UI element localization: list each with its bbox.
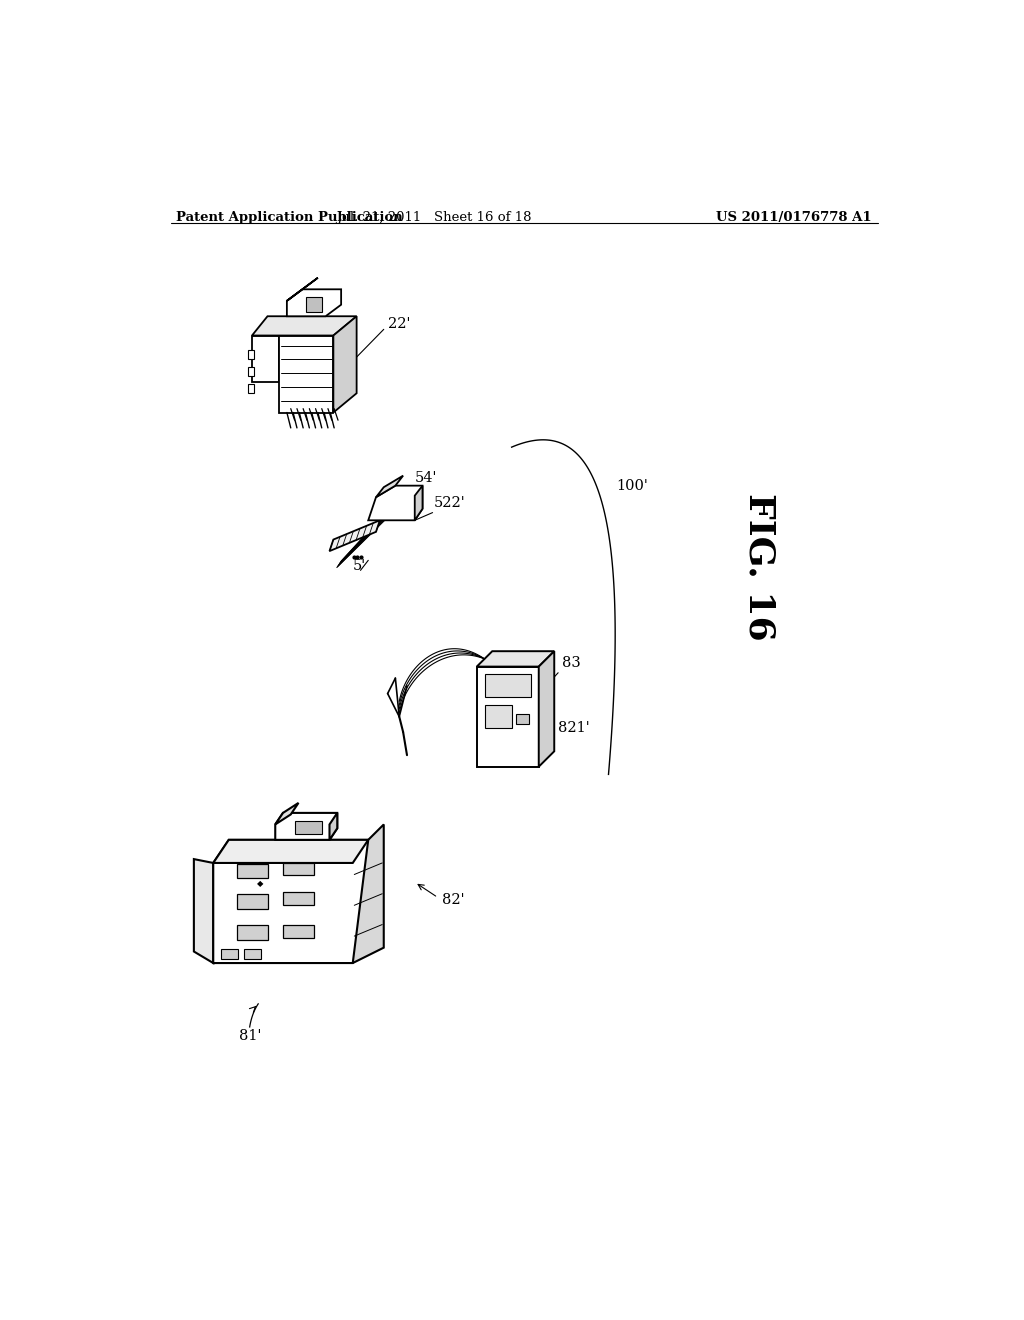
Polygon shape [484, 675, 531, 697]
Polygon shape [283, 863, 314, 875]
Polygon shape [283, 892, 314, 906]
Text: Jul. 21, 2011   Sheet 16 of 18: Jul. 21, 2011 Sheet 16 of 18 [336, 211, 531, 224]
Text: US 2011/0176778 A1: US 2011/0176778 A1 [717, 211, 872, 224]
Text: 821': 821' [558, 721, 590, 735]
Polygon shape [283, 924, 314, 939]
Text: 5': 5' [352, 560, 366, 573]
Polygon shape [213, 840, 369, 863]
Polygon shape [280, 335, 334, 412]
Polygon shape [248, 350, 254, 359]
Polygon shape [330, 520, 380, 552]
Polygon shape [194, 859, 213, 964]
Polygon shape [352, 825, 384, 964]
Polygon shape [415, 486, 423, 520]
Polygon shape [213, 840, 369, 964]
Text: Patent Application Publication: Patent Application Publication [176, 211, 402, 224]
Polygon shape [252, 335, 280, 381]
Polygon shape [330, 813, 337, 840]
Text: 54': 54' [415, 471, 437, 484]
Polygon shape [248, 367, 254, 376]
Polygon shape [237, 865, 267, 878]
Text: 522': 522' [434, 496, 466, 511]
Polygon shape [369, 486, 423, 520]
Text: ◆: ◆ [256, 879, 263, 888]
Text: 22': 22' [388, 317, 411, 331]
Polygon shape [484, 705, 512, 729]
Polygon shape [477, 651, 554, 667]
Polygon shape [287, 289, 341, 317]
Polygon shape [221, 949, 238, 960]
Polygon shape [295, 821, 322, 834]
Polygon shape [275, 813, 337, 840]
Polygon shape [376, 475, 403, 498]
Text: 100': 100' [616, 479, 648, 492]
Text: 83: 83 [562, 656, 581, 669]
Polygon shape [515, 714, 529, 725]
Polygon shape [334, 317, 356, 412]
Text: 82': 82' [442, 892, 465, 907]
Text: FIG. 16: FIG. 16 [742, 492, 776, 640]
Polygon shape [245, 949, 261, 960]
Polygon shape [539, 651, 554, 767]
Polygon shape [237, 924, 267, 940]
Polygon shape [306, 297, 322, 313]
Polygon shape [477, 667, 539, 767]
Polygon shape [275, 803, 299, 825]
Polygon shape [237, 894, 267, 909]
Polygon shape [248, 384, 254, 393]
Polygon shape [287, 277, 317, 301]
Text: 81': 81' [239, 1030, 261, 1043]
Polygon shape [252, 317, 356, 335]
